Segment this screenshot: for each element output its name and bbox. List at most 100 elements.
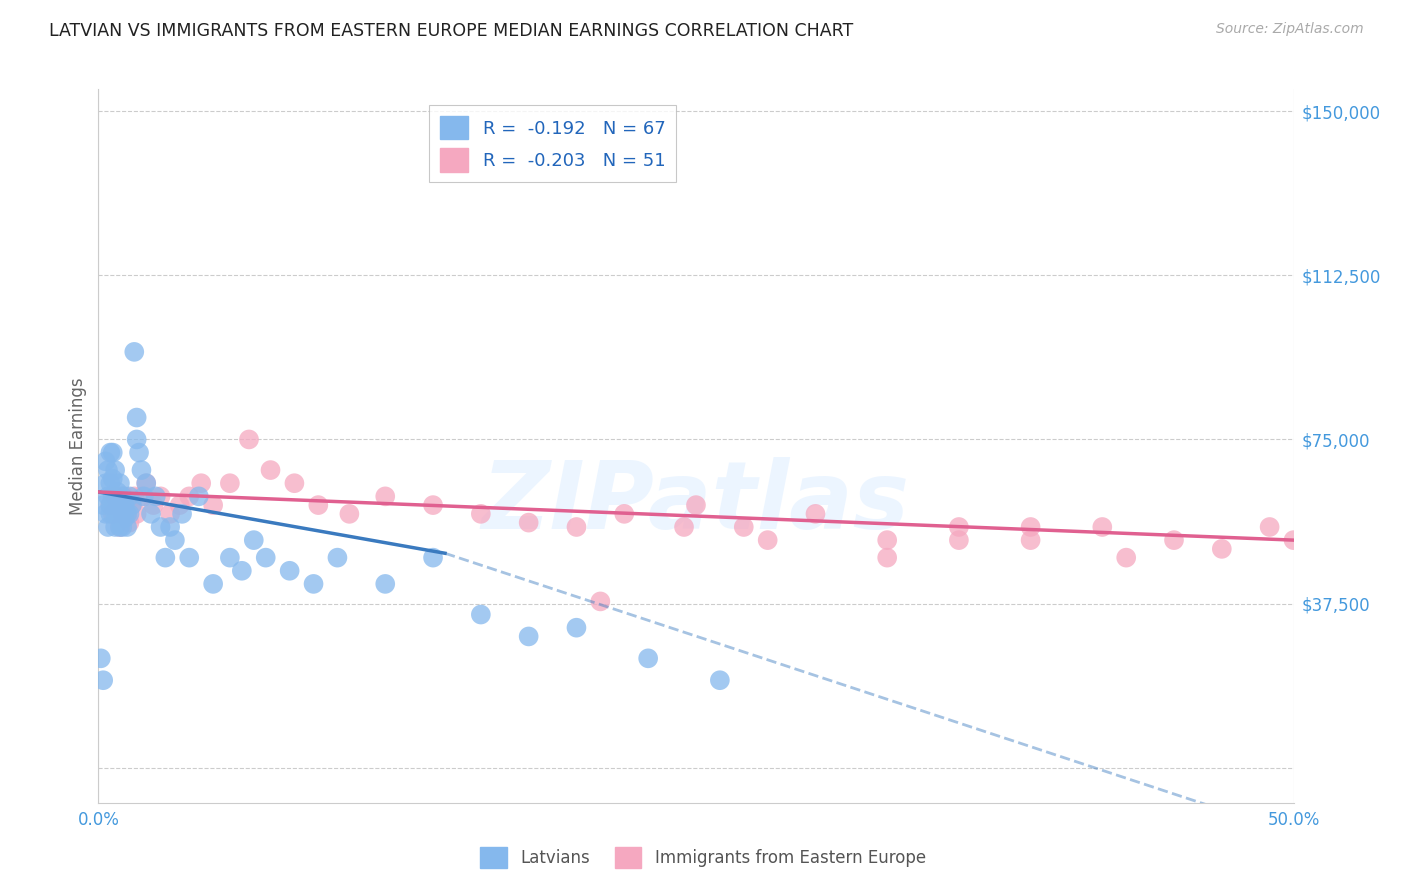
Point [159,507,181,521]
Point [637,651,659,665]
Point [97,489,120,503]
Point [111,507,134,521]
Point [94,476,117,491]
Point [948,520,970,534]
Point [104,489,127,503]
Point [1019,520,1042,534]
Point [91,673,114,688]
Point [97,463,120,477]
Point [259,463,281,477]
Point [125,433,148,447]
Point [756,533,779,548]
Point [307,498,329,512]
Point [101,507,124,521]
Point [374,489,396,503]
Point [517,629,540,643]
Point [145,489,167,503]
Point [90,651,112,665]
Point [132,489,155,503]
Point [517,516,540,530]
Point [107,498,129,512]
Point [202,498,225,512]
Point [111,520,134,534]
Point [219,550,242,565]
Point [231,564,253,578]
Point [302,577,325,591]
Point [238,433,260,447]
Point [149,520,172,534]
Point [104,489,127,503]
Point [107,507,129,521]
Point [98,498,122,512]
Point [804,507,827,521]
Point [187,489,209,503]
Point [1258,520,1281,534]
Legend: R =  -0.192   N = 67, R =  -0.203   N = 51: R = -0.192 N = 67, R = -0.203 N = 51 [429,105,676,183]
Point [179,550,201,565]
Point [876,550,898,565]
Point [565,520,588,534]
Point [422,498,444,512]
Point [243,533,266,548]
Point [733,520,755,534]
Point [115,507,138,521]
Point [121,498,143,512]
Point [1091,520,1114,534]
Point [876,533,898,548]
Point [121,498,143,512]
Point [254,550,277,565]
Point [118,489,141,503]
Text: Source: ZipAtlas.com: Source: ZipAtlas.com [1216,22,1364,37]
Y-axis label: Median Earnings: Median Earnings [69,377,87,515]
Point [104,507,127,521]
Point [91,498,114,512]
Point [94,454,117,468]
Point [326,550,349,565]
Point [1019,533,1042,548]
Point [135,476,157,491]
Point [104,463,127,477]
Point [709,673,731,688]
Point [422,550,444,565]
Point [470,607,492,622]
Point [169,498,191,512]
Point [613,507,636,521]
Point [948,533,970,548]
Point [98,445,122,459]
Point [101,472,124,486]
Point [114,489,136,503]
Point [104,520,127,534]
Point [94,507,117,521]
Point [278,564,301,578]
Point [155,550,177,565]
Point [139,507,162,521]
Point [673,520,696,534]
Point [125,410,148,425]
Point [135,476,157,491]
Point [108,520,131,534]
Point [98,507,122,521]
Point [190,476,212,491]
Point [131,463,153,477]
Point [101,489,124,503]
Point [125,507,148,521]
Text: ZIPatlas: ZIPatlas [482,457,910,549]
Point [111,507,134,521]
Point [131,489,153,503]
Point [1211,541,1233,556]
Point [159,520,181,534]
Point [107,485,129,500]
Point [108,498,131,512]
Point [589,594,612,608]
Point [124,489,146,503]
Point [115,507,138,521]
Point [374,577,396,591]
Point [128,445,150,459]
Point [107,498,129,512]
Point [219,476,242,491]
Point [108,520,131,534]
Point [172,507,194,521]
Point [149,489,172,503]
Point [98,498,122,512]
Point [114,511,136,525]
